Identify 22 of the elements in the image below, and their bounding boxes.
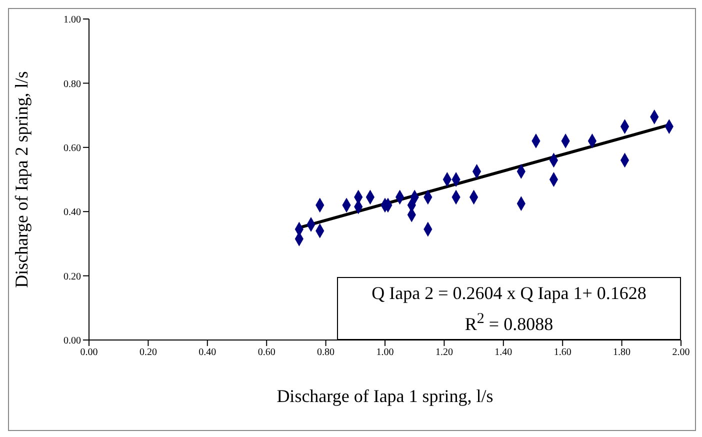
x-tick-label: 1.60	[554, 347, 572, 358]
x-tick-label: 1.40	[494, 347, 512, 358]
x-tick-label: 1.00	[376, 347, 394, 358]
x-tick-label: 0.00	[80, 347, 98, 358]
x-tick-label: 0.40	[198, 347, 216, 358]
annotation: Q Iapa 2 = 0.2604 x Q Iapa 1+ 0.1628	[370, 282, 648, 305]
x-tick-label: 1.80	[613, 347, 631, 358]
y-axis-title: Discharge of Iapa 2 spring, l/s	[11, 71, 32, 288]
y-tick-label: 0.60	[64, 142, 81, 154]
y-tick-label: 1.00	[64, 14, 81, 26]
equation-box: Q Iapa 2 = 0.2604 x Q Iapa 1+ 0.1628 R$^{2}$ = 0.8088	[337, 277, 681, 340]
x-tick-label: 1.20	[435, 347, 453, 358]
x-axis-title: Discharge of Iapa 1 spring, l/s	[276, 386, 494, 406]
annotation: R$^{2}$ = 0.8088	[464, 310, 554, 336]
x-tick-label: 0.60	[258, 347, 276, 358]
x-tick-label: 2.00	[672, 347, 690, 358]
y-tick-label: 0.40	[64, 207, 81, 218]
y-tick-label: 0.00	[64, 336, 81, 347]
y-tick-label: 0.80	[64, 78, 81, 90]
x-tick-label: 0.80	[317, 347, 335, 358]
y-tick-label: 0.20	[64, 271, 81, 282]
x-tick-label: 0.20	[139, 347, 157, 358]
